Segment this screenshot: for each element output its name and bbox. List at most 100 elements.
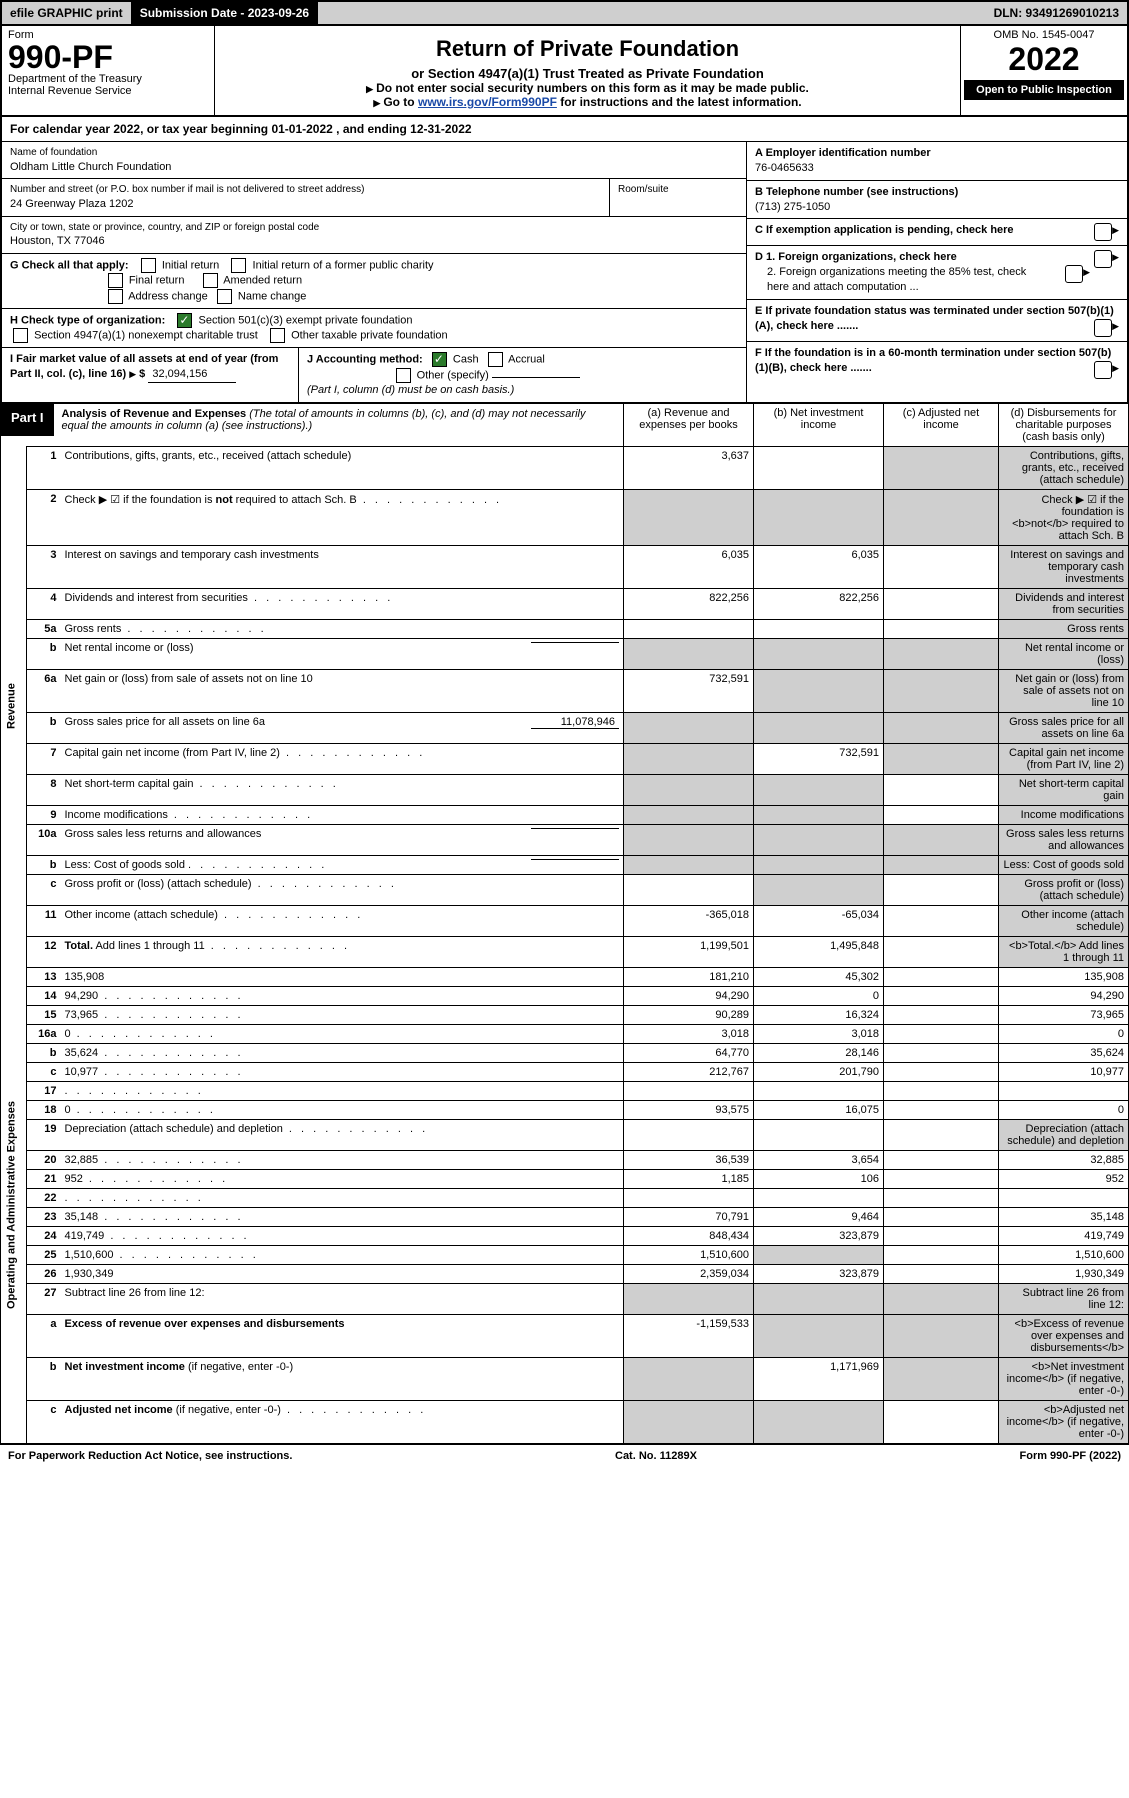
cell-d: Net rental income or (loss) xyxy=(999,638,1129,669)
line-desc: Check ▶ ☑ if the foundation is not requi… xyxy=(61,489,624,545)
line-number: 3 xyxy=(27,545,61,588)
tax-year: 2022 xyxy=(964,41,1124,78)
goto-link[interactable]: www.irs.gov/Form990PF xyxy=(418,95,557,109)
table-row: 22 xyxy=(1,1188,1129,1207)
cell-c xyxy=(884,1400,999,1443)
line-desc: Net rental income or (loss) xyxy=(61,638,624,669)
table-row: 8Net short-term capital gainNet short-te… xyxy=(1,774,1129,805)
initial-public-checkbox[interactable] xyxy=(231,258,246,273)
cell-a: -365,018 xyxy=(624,905,754,936)
line-number: 9 xyxy=(27,805,61,824)
line-number: b xyxy=(27,712,61,743)
cell-a: 848,434 xyxy=(624,1226,754,1245)
line-number: 12 xyxy=(27,936,61,967)
cell-a: 1,199,501 xyxy=(624,936,754,967)
name-change-checkbox[interactable] xyxy=(217,289,232,304)
line-number: 10a xyxy=(27,824,61,855)
cell-c xyxy=(884,936,999,967)
f-checkbox[interactable] xyxy=(1094,361,1112,379)
other-method-checkbox[interactable] xyxy=(396,368,411,383)
final-return-checkbox[interactable] xyxy=(108,273,123,288)
cell-a: 732,591 xyxy=(624,669,754,712)
line-number: c xyxy=(27,1062,61,1081)
cell-d: 135,908 xyxy=(999,967,1129,986)
table-row: bNet rental income or (loss) Net rental … xyxy=(1,638,1129,669)
cash-checkbox[interactable] xyxy=(432,352,447,367)
cell-a xyxy=(624,855,754,874)
line-desc: Depreciation (attach schedule) and deple… xyxy=(61,1119,624,1150)
expenses-side-label: Operating and Administrative Expenses xyxy=(1,967,27,1443)
line-desc: Net gain or (loss) from sale of assets n… xyxy=(61,669,624,712)
i-value: 32,094,156 xyxy=(148,367,236,383)
line-desc: 32,885 xyxy=(61,1150,624,1169)
cell-a xyxy=(624,1357,754,1400)
cell-b: 323,879 xyxy=(754,1226,884,1245)
amended-checkbox[interactable] xyxy=(203,273,218,288)
cell-c xyxy=(884,1264,999,1283)
e-checkbox[interactable] xyxy=(1094,319,1112,337)
cell-b: 45,302 xyxy=(754,967,884,986)
cell-b xyxy=(754,489,884,545)
cell-b: 822,256 xyxy=(754,588,884,619)
line-number: 27 xyxy=(27,1283,61,1314)
table-row: Revenue1Contributions, gifts, grants, et… xyxy=(1,446,1129,489)
cell-d: 952 xyxy=(999,1169,1129,1188)
cell-a: 94,290 xyxy=(624,986,754,1005)
address-change-checkbox[interactable] xyxy=(108,289,123,304)
cell-b: 28,146 xyxy=(754,1043,884,1062)
initial-return-checkbox[interactable] xyxy=(141,258,156,273)
line-desc: 0 xyxy=(61,1024,624,1043)
table-row: aExcess of revenue over expenses and dis… xyxy=(1,1314,1129,1357)
cell-a xyxy=(624,743,754,774)
cell-d: 1,510,600 xyxy=(999,1245,1129,1264)
col-a-header: (a) Revenue and expenses per books xyxy=(624,403,754,446)
table-row: 12Total. Add lines 1 through 111,199,501… xyxy=(1,936,1129,967)
table-row: 7Capital gain net income (from Part IV, … xyxy=(1,743,1129,774)
4947-checkbox[interactable] xyxy=(13,328,28,343)
cell-d: Net short-term capital gain xyxy=(999,774,1129,805)
line-desc: Dividends and interest from securities xyxy=(61,588,624,619)
c-checkbox[interactable] xyxy=(1094,223,1112,241)
line-desc: Subtract line 26 from line 12: xyxy=(61,1283,624,1314)
line-number: 13 xyxy=(27,967,61,986)
accrual-checkbox[interactable] xyxy=(488,352,503,367)
cell-c xyxy=(884,545,999,588)
cell-d: <b>Net investment income</b> (if negativ… xyxy=(999,1357,1129,1400)
cell-b: 106 xyxy=(754,1169,884,1188)
cell-c xyxy=(884,905,999,936)
cell-b xyxy=(754,1245,884,1264)
h-label: H Check type of organization: xyxy=(10,314,165,326)
part1-table: Part I Analysis of Revenue and Expenses … xyxy=(0,403,1129,1444)
line-desc: Less: Cost of goods sold xyxy=(61,855,624,874)
cell-c xyxy=(884,1024,999,1043)
initial-public-label: Initial return of a former public charit… xyxy=(253,259,434,271)
other-taxable-checkbox[interactable] xyxy=(270,328,285,343)
cell-d: Interest on savings and temporary cash i… xyxy=(999,545,1129,588)
line-number: 4 xyxy=(27,588,61,619)
cell-b xyxy=(754,805,884,824)
cell-d: Income modifications xyxy=(999,805,1129,824)
cell-a: 212,767 xyxy=(624,1062,754,1081)
table-row: 27Subtract line 26 from line 12:Subtract… xyxy=(1,1283,1129,1314)
line-desc: 952 xyxy=(61,1169,624,1188)
line-number: 19 xyxy=(27,1119,61,1150)
cell-b xyxy=(754,446,884,489)
line-desc: Adjusted net income (if negative, enter … xyxy=(61,1400,624,1443)
line-number: 20 xyxy=(27,1150,61,1169)
room-label: Room/suite xyxy=(618,183,738,197)
table-row: cAdjusted net income (if negative, enter… xyxy=(1,1400,1129,1443)
d2-checkbox[interactable] xyxy=(1065,265,1083,283)
goto-pre: Go to xyxy=(383,95,418,109)
cell-b: 9,464 xyxy=(754,1207,884,1226)
line-number: 5a xyxy=(27,619,61,638)
line-desc: 35,148 xyxy=(61,1207,624,1226)
tel-label: B Telephone number (see instructions) xyxy=(755,186,958,198)
cell-a: 3,637 xyxy=(624,446,754,489)
d1-checkbox[interactable] xyxy=(1094,250,1112,268)
open-public-badge: Open to Public Inspection xyxy=(964,80,1124,100)
cell-d: 1,930,349 xyxy=(999,1264,1129,1283)
501c3-checkbox[interactable] xyxy=(177,313,192,328)
cell-c xyxy=(884,1150,999,1169)
efile-label[interactable]: efile GRAPHIC print xyxy=(2,2,132,24)
line-desc: Gross rents xyxy=(61,619,624,638)
